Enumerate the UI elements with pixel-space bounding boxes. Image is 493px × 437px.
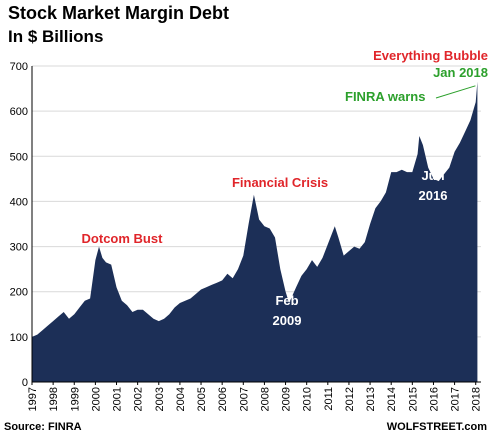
x-tick-label: 2008 [259,387,271,411]
annotation-finra-warns: FINRA warns [345,89,425,104]
x-tick-label: 2003 [154,387,166,411]
y-tick-label: 600 [10,106,28,118]
margin-debt-area [32,81,478,383]
x-tick-label: 2007 [238,387,250,411]
y-tick-label: 0 [22,377,28,389]
annotation-jan-2018: Jan 2018 [433,65,488,80]
y-tick-label: 700 [10,61,28,73]
y-tick-label: 400 [10,196,28,208]
annotation-jun: Jun [421,168,444,183]
annotation-everything-bubble: Everything Bubble [373,48,488,63]
brand-credit: WOLFSTREET.com [386,421,487,433]
y-tick-label: 300 [10,242,28,254]
finra-warns-pointer [435,85,476,99]
x-tick-label: 1997 [27,387,39,411]
x-tick-label: 1999 [69,387,81,411]
x-tick-label: 2018 [471,387,483,411]
x-tick-label: 2001 [112,387,124,411]
x-tick-label: 2005 [196,387,208,411]
y-tick-label: 200 [10,287,28,299]
x-tick-label: 2010 [302,387,314,411]
y-tick-label: 100 [10,332,28,344]
annotation-dotcom-bust: Dotcom Bust [82,231,164,246]
annotation-2009: 2009 [273,313,302,328]
x-tick-label: 2002 [133,387,145,411]
x-tick-label: 2009 [281,387,293,411]
chart-subtitle: In $ Billions [8,27,104,46]
x-tick-labels: 1997 1998 1999 2000 2001 2002 2003 2004 2005 2006… [27,387,483,411]
x-tick-label: 2016 [428,387,440,411]
x-tick-label: 2012 [344,387,356,411]
x-tick-label: 2017 [450,387,462,411]
x-tick-label: 2011 [323,387,335,411]
x-tick-label: 2006 [217,387,229,411]
annotation-2016: 2016 [419,188,448,203]
source-note: Source: FINRA [4,421,82,433]
y-tick-label: 500 [10,151,28,163]
x-tick-label: 2013 [365,387,377,411]
annotation-financial-crisis: Financial Crisis [232,175,328,190]
y-tick-labels: 0 100 200 300 400 500 600 700 [10,61,28,389]
chart-title: Stock Market Margin Debt [8,3,230,23]
axes [31,66,481,385]
x-tick-label: 2015 [407,387,419,411]
x-tick-label: 2014 [386,387,398,411]
annotation-feb: Feb [275,293,298,308]
x-tick-label: 2000 [90,387,102,411]
x-tick-label: 1998 [48,387,60,411]
x-tick-label: 2004 [175,387,187,411]
annotations: Dotcom Bust Financial Crisis Everything Bu… [82,48,488,328]
